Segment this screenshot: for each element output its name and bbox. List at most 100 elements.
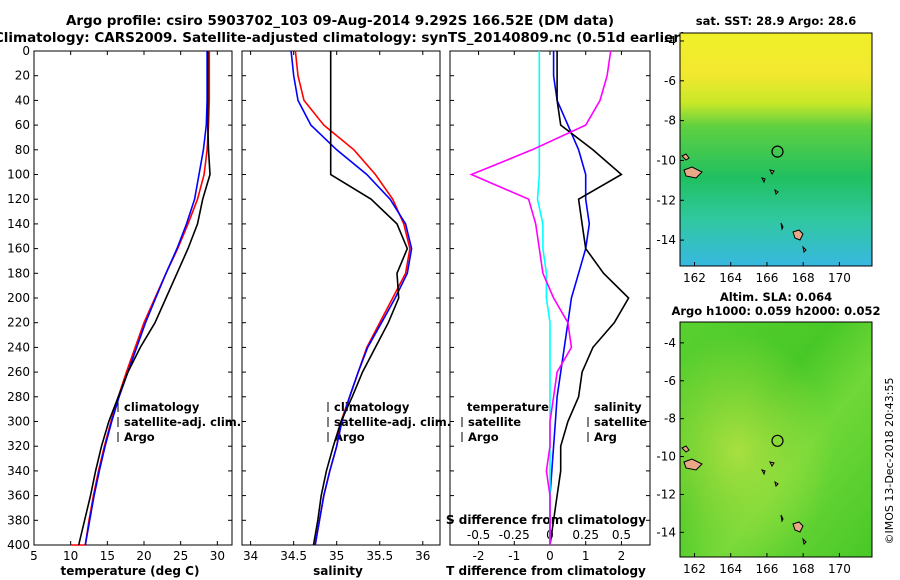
top-tick-label: -0.25 — [499, 528, 530, 542]
difference-xlabel-top: S difference from climatology — [446, 513, 646, 527]
lat-tick-label: -10 — [656, 153, 676, 167]
series-line-satellite-adj-clim- — [290, 50, 413, 546]
figure-title-line2: Climatology: CARS2009. Satellite-adjuste… — [0, 30, 686, 46]
temperature-xlabel: temperature (deg C) — [61, 564, 200, 578]
lon-tick-label: 170 — [828, 562, 851, 576]
depth-tick-label: 280 — [7, 390, 30, 404]
depth-tick-label: 100 — [7, 168, 30, 182]
series-line-s-climatology — [469, 50, 612, 545]
series-line-t-satellite — [549, 51, 591, 545]
depth-tick-label: 20 — [15, 69, 30, 83]
depth-tick-label: 120 — [7, 192, 30, 206]
x-tick-label: 2 — [618, 549, 626, 563]
series-line-argo — [312, 51, 409, 546]
sla-map: Altim. SLA: 0.064 Argo h1000: 0.059 h200… — [656, 290, 880, 576]
x-tick-label: 25 — [173, 549, 188, 563]
argo-position-marker — [771, 434, 784, 447]
legend-climatology: climatology — [334, 400, 410, 414]
plot-frame — [33, 50, 233, 546]
sst-field — [680, 33, 872, 266]
x-tick-label: 30 — [210, 549, 225, 563]
plot-frame — [241, 50, 441, 546]
lat-tick-label: -4 — [664, 34, 676, 48]
depth-tick-label: 380 — [7, 513, 30, 527]
depth-tick-label: 140 — [7, 217, 30, 231]
sst-map-frame — [679, 32, 873, 267]
series-line-climatology — [71, 51, 211, 546]
legend-climatology: climatology — [124, 400, 200, 414]
legend-s-climatology: Arg — [594, 430, 617, 444]
series-line-argo — [77, 51, 211, 546]
series-line-t-argo — [549, 51, 630, 546]
depth-tick-label: 80 — [15, 143, 30, 157]
x-tick-label: 0 — [546, 549, 554, 563]
x-tick-label: 20 — [136, 549, 151, 563]
depth-tick-label: 40 — [15, 93, 30, 107]
salinity-xlabel: salinity — [313, 564, 363, 578]
legend-temperature-title: temperature — [467, 400, 549, 414]
lat-tick-label: -14 — [656, 233, 676, 247]
figure-title-line1: Argo profile: csiro 5903702_103 09-Aug-2… — [66, 13, 614, 29]
legend-argo: Argo — [334, 430, 365, 444]
x-tick-label: 36 — [415, 549, 430, 563]
sla-map-title-line2: Argo h1000: 0.059 h2000: 0.052 — [671, 304, 880, 318]
depth-tick-label: 200 — [7, 291, 30, 305]
legend-satellite-adj: satellite-adj. clim. — [124, 415, 241, 429]
sla-field-highlight — [680, 322, 872, 557]
lon-tick-label: 168 — [792, 562, 815, 576]
island-shape — [681, 445, 807, 546]
depth-tick-label: 220 — [7, 316, 30, 330]
top-tick-label: 0.25 — [572, 528, 599, 542]
temperature-panel: temperature (deg C) climatology satellit… — [7, 44, 241, 578]
x-tick-label: -2 — [473, 549, 485, 563]
credit-text: ©IMOS 13-Dec-2018 20:43:55 — [883, 378, 896, 545]
depth-tick-label: 240 — [7, 340, 30, 354]
top-tick-label: 0.5 — [612, 528, 631, 542]
lat-tick-label: -14 — [656, 525, 676, 539]
lat-tick-label: -6 — [664, 74, 676, 88]
lat-tick-label: -8 — [664, 412, 676, 426]
sla-map-title-line1: Altim. SLA: 0.064 — [720, 290, 832, 304]
lon-tick-label: 162 — [683, 562, 706, 576]
top-tick-label: -0.5 — [467, 528, 490, 542]
x-tick-label: 1 — [582, 549, 590, 563]
lon-tick-label: 166 — [755, 562, 778, 576]
sla-map-frame — [679, 321, 873, 558]
series-line-s-satellite — [536, 51, 551, 545]
depth-tick-label: 0 — [22, 44, 30, 58]
lat-tick-label: -10 — [656, 450, 676, 464]
lon-tick-label: 164 — [719, 271, 742, 285]
island-shape — [681, 153, 807, 254]
legend-s-satellite: satellite — [594, 415, 647, 429]
lat-tick-label: -12 — [656, 487, 676, 501]
depth-tick-label: 260 — [7, 365, 30, 379]
legend-satellite-adj: satellite-adj. clim. — [334, 415, 451, 429]
lon-tick-label: 170 — [828, 271, 851, 285]
depth-tick-label: 60 — [15, 118, 30, 132]
lat-tick-label: -12 — [656, 193, 676, 207]
depth-tick-label: 320 — [7, 439, 30, 453]
x-tick-label: 35.5 — [366, 549, 393, 563]
x-tick-label: 10 — [63, 549, 78, 563]
legend-t-satellite: satellite — [468, 415, 521, 429]
depth-tick-label: 400 — [7, 538, 30, 552]
legend-salinity-title: salinity — [594, 400, 642, 414]
difference-panel: T difference from climatology S differen… — [446, 50, 651, 578]
lat-tick-label: -6 — [664, 374, 676, 388]
x-tick-label: 34.5 — [280, 549, 307, 563]
lon-tick-label: 166 — [755, 271, 778, 285]
x-tick-label: 34 — [243, 549, 258, 563]
depth-tick-label: 360 — [7, 489, 30, 503]
temperature-legend: climatology satellite-adj. clim. Argo — [117, 400, 241, 444]
depth-tick-label: 300 — [7, 415, 30, 429]
difference-xlabel: T difference from climatology — [446, 564, 646, 578]
lat-tick-label: -8 — [664, 114, 676, 128]
x-tick-label: 15 — [100, 549, 115, 563]
depth-tick-label: 160 — [7, 242, 30, 256]
argo-position-marker — [771, 145, 784, 158]
lon-tick-label: 168 — [792, 271, 815, 285]
x-tick-label: -1 — [508, 549, 520, 563]
salinity-legend: climatology satellite-adj. clim. Argo — [327, 400, 451, 444]
lon-tick-label: 162 — [683, 271, 706, 285]
